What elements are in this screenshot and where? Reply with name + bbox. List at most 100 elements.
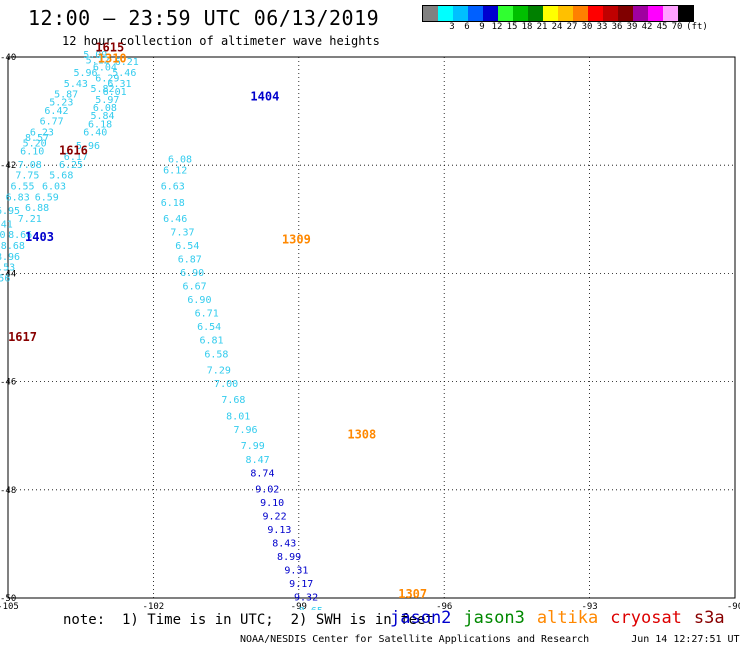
wave-height-label: 5.97 <box>95 95 119 106</box>
wave-height-label: 6.46 <box>163 214 187 225</box>
color-swatch <box>498 6 513 21</box>
color-swatch <box>603 6 618 21</box>
wave-height-label: 7.99 <box>241 441 265 452</box>
color-swatch <box>423 6 438 21</box>
wave-height-label: 6.42 <box>44 106 68 117</box>
color-swatch <box>648 6 663 21</box>
wave-height-label: 5.23 <box>49 98 73 109</box>
color-scale-label: 33 <box>596 22 608 32</box>
wave-height-label: 9.53 <box>0 263 15 274</box>
wave-height-label: 6.63 <box>161 182 185 193</box>
wave-height-label: 8.65 <box>299 606 323 610</box>
legend-item: altika <box>536 608 599 628</box>
credit-text: NOAA/NESDIS Center for Satellite Applica… <box>240 634 590 645</box>
wave-height-label: 7.21 <box>18 214 42 225</box>
wave-height-label: 9.31 <box>284 566 308 577</box>
wave-height-label: 8.01 <box>226 411 250 422</box>
latitude-tick-label: -42 <box>0 161 16 171</box>
legend-item: jason2 <box>390 608 452 628</box>
wave-height-label: 7.68 <box>221 395 245 406</box>
color-scale-label: 42 <box>641 22 653 32</box>
wave-height-label: 7.70 <box>0 230 6 241</box>
color-swatch <box>483 6 498 21</box>
wave-height-label: 6.25 <box>59 160 83 171</box>
latitude-tick-label: -40 <box>0 53 16 63</box>
wave-height-label: 8.56 <box>0 274 10 285</box>
longitude-tick-label: -96 <box>436 602 452 610</box>
wave-height-label: 8.43 <box>272 539 296 550</box>
wave-height-label: 6.29 <box>95 73 119 84</box>
color-scale-bar <box>422 5 694 22</box>
pass-number-label: 1615 <box>95 41 124 55</box>
latitude-tick-label: -44 <box>0 269 16 279</box>
color-swatch <box>528 6 543 21</box>
pass-number-label: 1310 <box>98 51 127 65</box>
longitude-tick-label: -102 <box>143 602 165 610</box>
wave-height-label: 6.04 <box>93 63 117 74</box>
latitude-tick-label: -50 <box>0 594 16 604</box>
longitude-tick-label: -90 <box>727 602 740 610</box>
wave-height-label: 8.96 <box>0 252 20 263</box>
page-title: 12:00 – 23:59 UTC 06/13/2019 <box>28 6 380 30</box>
wave-height-label: 6.31 <box>107 79 131 90</box>
color-swatch <box>588 6 603 21</box>
wave-height-label: 6.23 <box>30 127 54 138</box>
longitude-tick-label: -93 <box>581 602 597 610</box>
wave-height-label: 9.13 <box>267 525 291 536</box>
color-scale-label: 3 <box>449 22 455 32</box>
wave-height-label: 8.47 <box>246 455 270 466</box>
pass-number-label: 1308 <box>347 427 376 441</box>
color-swatch <box>618 6 633 21</box>
wave-height-label: 6.54 <box>197 322 221 333</box>
color-scale-label: 18 <box>521 22 533 32</box>
wave-height-label: 8.66 <box>8 230 32 241</box>
wave-height-label: 6.12 <box>163 165 187 176</box>
wave-height-label: 5.12 <box>86 55 110 66</box>
pass-number-label: 1307 <box>398 587 427 601</box>
legend-item: jason3 <box>463 608 525 628</box>
pass-number-label: 1616 <box>59 143 88 157</box>
color-scale-label: 12 <box>491 22 503 32</box>
color-swatch <box>633 6 648 21</box>
pass-number-label: 1403 <box>25 230 54 244</box>
color-swatch <box>513 6 528 21</box>
wave-height-label: 9.07 <box>0 287 1 298</box>
wave-height-label: 8.99 <box>277 552 301 563</box>
color-scale-label: 45 <box>656 22 668 32</box>
wave-height-label: 6.18 <box>88 119 112 130</box>
wave-height-label: 6.17 <box>64 152 88 163</box>
wave-height-label: 6.03 <box>42 182 66 193</box>
wave-height-label: 6.87 <box>178 255 202 266</box>
wave-height-label: 5.43 <box>64 79 88 90</box>
wave-height-label: 5.96 <box>76 141 100 152</box>
wave-height-label: 6.90 <box>180 268 204 279</box>
wave-height-label: 7.37 <box>170 228 194 239</box>
wave-height-label: 5.82 <box>90 84 114 95</box>
wave-height-label: 7.00 <box>214 379 238 390</box>
legend-item: s3a <box>693 608 725 628</box>
latitude-tick-label: -48 <box>0 486 16 496</box>
legend-item: cryosat <box>610 608 682 628</box>
color-swatch <box>543 6 558 21</box>
map-border <box>7 56 736 599</box>
wave-height-values: 5.095.126.045.966.295.43 5.825.875.236.42… <box>0 50 323 610</box>
color-scale-label: 21 <box>536 22 548 32</box>
color-scale-label: 36 <box>611 22 623 32</box>
color-swatch <box>438 6 453 21</box>
latitude-tick-label: -46 <box>0 378 16 388</box>
wave-height-label: 6.88 <box>25 203 49 214</box>
color-scale-label: 9 <box>479 22 485 32</box>
pass-number-label: 1404 <box>250 89 279 103</box>
wave-height-label: 6.08 <box>93 103 117 114</box>
wave-height-label: 9.22 <box>263 512 287 523</box>
color-swatch <box>468 6 483 21</box>
wave-height-label: 5.96 <box>73 68 97 79</box>
color-swatch <box>573 6 588 21</box>
wave-height-label: 6.90 <box>187 295 211 306</box>
color-scale-label: 15 <box>506 22 518 32</box>
wave-height-label: 6.18 <box>161 198 185 209</box>
wave-height-label: 6.71 <box>195 309 219 320</box>
longitude-tick-label: -105 <box>0 602 19 610</box>
color-swatch <box>558 6 573 21</box>
wave-height-label: 6.21 <box>115 57 139 68</box>
